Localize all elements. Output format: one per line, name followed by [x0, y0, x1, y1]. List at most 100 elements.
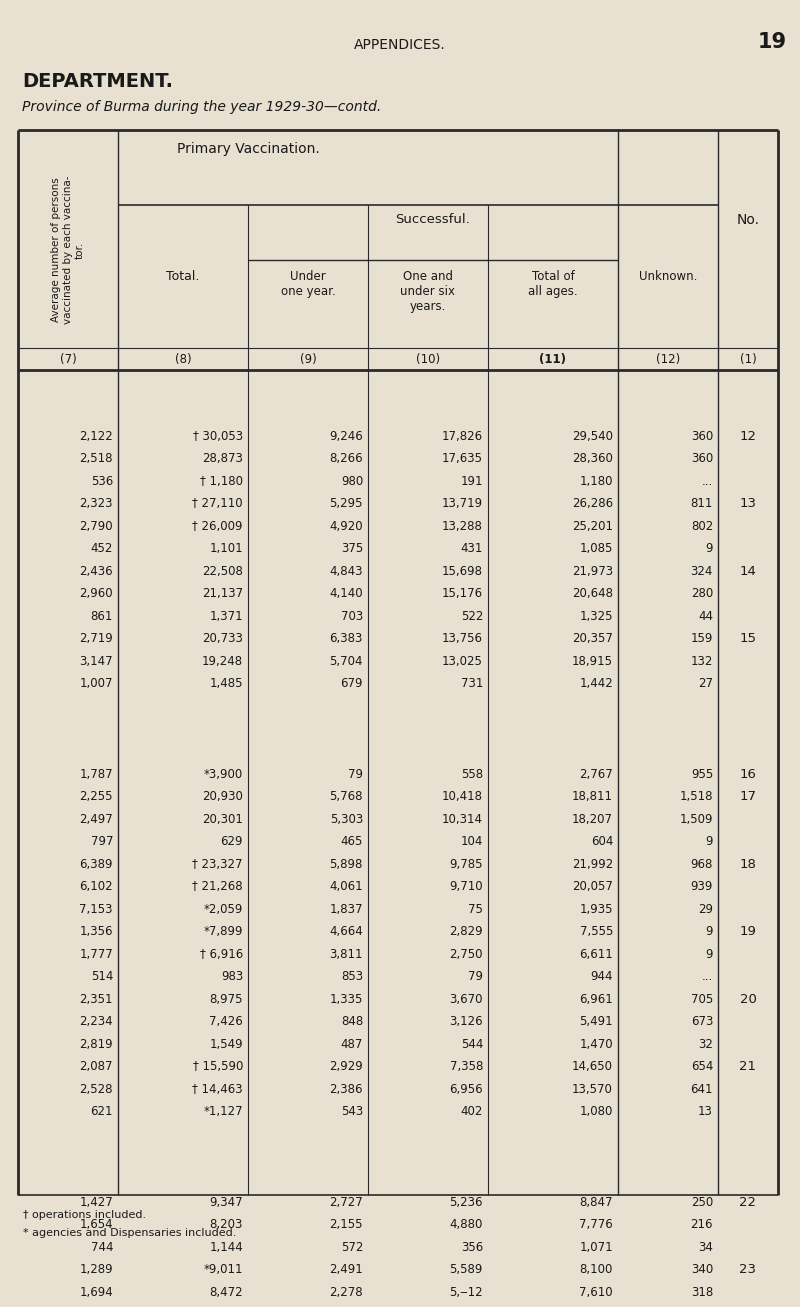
Text: 25,201: 25,201 [572, 520, 613, 533]
Text: 360: 360 [690, 430, 713, 443]
Text: 1,549: 1,549 [210, 1038, 243, 1051]
Text: ...: ... [702, 970, 713, 983]
Text: 5,768: 5,768 [330, 791, 363, 804]
Text: APPENDICES.: APPENDICES. [354, 38, 446, 52]
Text: 968: 968 [690, 857, 713, 870]
Text: 5,491: 5,491 [579, 1016, 613, 1029]
Text: 191: 191 [461, 474, 483, 488]
Text: *3,900: *3,900 [204, 767, 243, 780]
Text: 16: 16 [739, 767, 757, 780]
Text: 318: 318 [690, 1286, 713, 1299]
Text: 2,087: 2,087 [79, 1060, 113, 1073]
Text: 2,278: 2,278 [330, 1286, 363, 1299]
Text: 1,356: 1,356 [79, 925, 113, 938]
Text: 18,915: 18,915 [572, 655, 613, 668]
Text: † 23,327: † 23,327 [193, 857, 243, 870]
Text: 1,371: 1,371 [210, 610, 243, 622]
Text: 20: 20 [739, 993, 757, 1006]
Text: 861: 861 [90, 610, 113, 622]
Text: 375: 375 [341, 542, 363, 555]
Text: 5,898: 5,898 [330, 857, 363, 870]
Text: 7,610: 7,610 [579, 1286, 613, 1299]
Text: 5,‒12: 5,‒12 [450, 1286, 483, 1299]
Text: 487: 487 [341, 1038, 363, 1051]
Text: 20,930: 20,930 [202, 791, 243, 804]
Text: 29: 29 [698, 903, 713, 916]
Text: 522: 522 [461, 610, 483, 622]
Text: 75: 75 [468, 903, 483, 916]
Text: 4,880: 4,880 [450, 1218, 483, 1231]
Text: 8,472: 8,472 [210, 1286, 243, 1299]
Text: 641: 641 [690, 1082, 713, 1095]
Text: 703: 703 [341, 610, 363, 622]
Text: 572: 572 [341, 1240, 363, 1253]
Text: 544: 544 [461, 1038, 483, 1051]
Text: 673: 673 [690, 1016, 713, 1029]
Text: † 26,009: † 26,009 [193, 520, 243, 533]
Text: 18,207: 18,207 [572, 813, 613, 826]
Text: 104: 104 [461, 835, 483, 848]
Text: 9: 9 [706, 835, 713, 848]
Text: 2,497: 2,497 [79, 813, 113, 826]
Text: Under
one year.: Under one year. [281, 271, 335, 298]
Text: 28,873: 28,873 [202, 452, 243, 465]
Text: Average number of persons
vaccinated by each vaccina-
tor.: Average number of persons vaccinated by … [51, 175, 85, 324]
Text: 944: 944 [590, 970, 613, 983]
Text: 1,442: 1,442 [579, 677, 613, 690]
Text: No.: No. [737, 213, 759, 227]
Text: (11): (11) [539, 353, 566, 366]
Text: 14: 14 [739, 565, 757, 578]
Text: 2,719: 2,719 [79, 633, 113, 646]
Text: 18: 18 [739, 857, 757, 870]
Text: 4,140: 4,140 [330, 587, 363, 600]
Text: 21: 21 [739, 1060, 757, 1073]
Text: *7,899: *7,899 [203, 925, 243, 938]
Text: 6,611: 6,611 [579, 948, 613, 961]
Text: 340: 340 [690, 1264, 713, 1276]
Text: 18,811: 18,811 [572, 791, 613, 804]
Text: Successful.: Successful. [396, 213, 470, 226]
Text: 5,295: 5,295 [330, 497, 363, 510]
Text: 6,956: 6,956 [450, 1082, 483, 1095]
Text: 19,248: 19,248 [202, 655, 243, 668]
Text: 1,289: 1,289 [79, 1264, 113, 1276]
Text: 1,654: 1,654 [79, 1218, 113, 1231]
Text: 1,427: 1,427 [79, 1196, 113, 1209]
Text: (9): (9) [300, 353, 316, 366]
Text: 20,357: 20,357 [572, 633, 613, 646]
Text: 629: 629 [221, 835, 243, 848]
Text: 5,704: 5,704 [330, 655, 363, 668]
Text: 9: 9 [706, 542, 713, 555]
Text: 15,176: 15,176 [442, 587, 483, 600]
Text: (1): (1) [740, 353, 756, 366]
Text: 7,426: 7,426 [210, 1016, 243, 1029]
Text: 731: 731 [461, 677, 483, 690]
Text: (12): (12) [656, 353, 680, 366]
Text: 2,234: 2,234 [79, 1016, 113, 1029]
Text: 3,147: 3,147 [79, 655, 113, 668]
Text: 1,080: 1,080 [580, 1106, 613, 1119]
Text: 5,303: 5,303 [330, 813, 363, 826]
Text: 22,508: 22,508 [202, 565, 243, 578]
Text: 26,286: 26,286 [572, 497, 613, 510]
Text: 20,301: 20,301 [202, 813, 243, 826]
Text: 324: 324 [690, 565, 713, 578]
Text: 980: 980 [341, 474, 363, 488]
Text: 1,144: 1,144 [210, 1240, 243, 1253]
Text: 23: 23 [739, 1264, 757, 1276]
Text: 514: 514 [90, 970, 113, 983]
Text: 2,819: 2,819 [79, 1038, 113, 1051]
Text: 811: 811 [690, 497, 713, 510]
Text: 8,847: 8,847 [579, 1196, 613, 1209]
Text: 8,975: 8,975 [210, 993, 243, 1006]
Text: 9: 9 [706, 925, 713, 938]
Text: One and
under six
years.: One and under six years. [401, 271, 455, 312]
Text: 1,071: 1,071 [579, 1240, 613, 1253]
Text: 2,155: 2,155 [330, 1218, 363, 1231]
Text: 1,335: 1,335 [330, 993, 363, 1006]
Text: 32: 32 [698, 1038, 713, 1051]
Text: 21,992: 21,992 [572, 857, 613, 870]
Text: 1,694: 1,694 [79, 1286, 113, 1299]
Text: 543: 543 [341, 1106, 363, 1119]
Text: 20,733: 20,733 [202, 633, 243, 646]
